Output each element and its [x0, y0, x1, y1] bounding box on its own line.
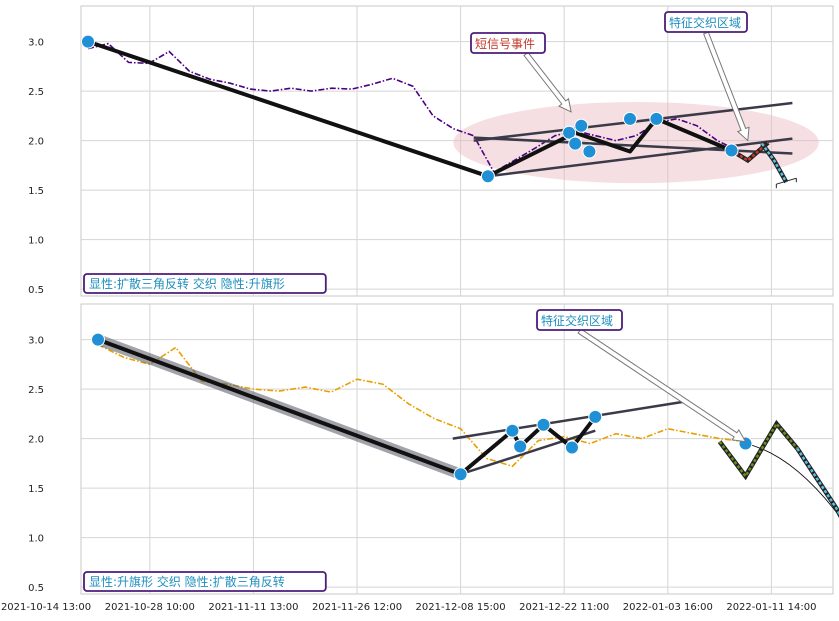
y-tick-label: 1.0: [28, 236, 44, 247]
pattern-point: [92, 333, 105, 346]
x-tick-label: 2021-11-26 12:00: [312, 602, 402, 613]
y-tick-label: 3.0: [28, 336, 44, 347]
annotation-text: 特征交织区域: [669, 15, 741, 30]
x-tick-label: 2021-10-28 10:00: [105, 602, 195, 613]
pattern-point: [650, 112, 663, 125]
y-tick-label: 1.0: [28, 534, 44, 545]
y-tick-label: 3.0: [28, 38, 44, 49]
plot-area: [81, 304, 833, 594]
y-tick-label: 2.5: [28, 385, 44, 396]
pattern-point: [575, 119, 588, 132]
y-tick-label: 0.5: [28, 285, 44, 296]
pattern-point: [454, 468, 467, 481]
pattern-point: [725, 144, 738, 157]
x-tick-label: 2022-01-11 14:00: [726, 602, 816, 613]
x-tick-label: 2021-10-14 13:00: [1, 602, 91, 613]
legend-text: 显性:升旗形 交织 隐性:扩散三角反转: [89, 574, 285, 589]
pattern-point: [537, 418, 550, 431]
pattern-point: [583, 145, 596, 158]
y-tick-label: 1.5: [28, 186, 44, 197]
pattern-point: [624, 112, 637, 125]
pattern-point: [506, 424, 519, 437]
legend-text: 显性:扩散三角反转 交织 隐性:升旗形: [89, 276, 285, 291]
y-tick-label: 2.0: [28, 435, 44, 446]
y-tick-label: 2.0: [28, 137, 44, 148]
pattern-point: [82, 35, 95, 48]
x-tick-label: 2021-11-11 13:00: [208, 602, 298, 613]
y-tick-label: 1.5: [28, 484, 44, 495]
y-tick-label: 0.5: [28, 583, 44, 594]
annotation-text: 短信号事件: [475, 37, 535, 51]
pattern-point: [589, 410, 602, 423]
annotation-text: 特征交织区域: [541, 313, 613, 328]
x-tick-label: 2021-12-08 15:00: [416, 602, 506, 613]
pattern-point: [514, 440, 527, 453]
y-tick-label: 2.5: [28, 87, 44, 98]
pattern-point: [569, 137, 582, 150]
pattern-point: [481, 170, 494, 183]
pattern-point: [565, 441, 578, 454]
x-tick-label: 2022-01-03 16:00: [623, 602, 713, 613]
x-tick-label: 2021-12-22 11:00: [519, 602, 609, 613]
